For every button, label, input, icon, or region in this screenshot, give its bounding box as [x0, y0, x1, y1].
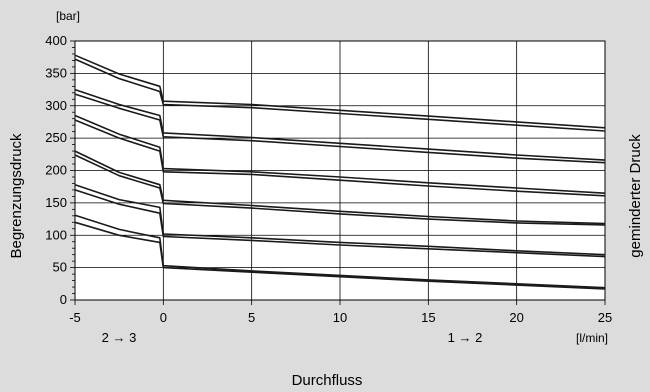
x-tick-label: -5: [69, 310, 81, 325]
series-line: [74, 88, 606, 161]
series-line: [74, 150, 606, 225]
x-tick-label: 10: [333, 310, 347, 325]
x-tick-label: 25: [598, 310, 612, 325]
y-tick-label: 400: [45, 33, 67, 48]
series-line: [74, 119, 606, 197]
y-tick-label: 300: [45, 98, 67, 113]
series-line: [74, 114, 606, 194]
y-tick-label: 350: [45, 65, 67, 80]
x-tick-label: 15: [421, 310, 435, 325]
series-layer: [74, 54, 606, 290]
series-line: [74, 58, 606, 132]
x-tick-label: 0: [160, 310, 167, 325]
series-line: [74, 221, 606, 290]
y-tick-label: 150: [45, 195, 67, 210]
right-axis-title: geminderter Druck: [627, 134, 644, 258]
y-tick-label: 50: [53, 260, 67, 275]
series-line: [74, 183, 606, 256]
x-tick-label: 20: [509, 310, 523, 325]
y-tick-label: 0: [60, 292, 67, 307]
series-line: [74, 93, 606, 164]
x-tick-label: 5: [248, 310, 255, 325]
series-line: [74, 189, 606, 258]
series-line: [74, 154, 606, 226]
x-axis-title: Durchfluss: [292, 372, 363, 389]
series-line: [74, 54, 606, 129]
y-unit-label: [bar]: [56, 9, 80, 23]
y-tick-label: 250: [45, 130, 67, 145]
y-tick-label: 100: [45, 227, 67, 242]
x-unit-label: [l/min]: [576, 331, 608, 345]
series-line: [74, 214, 606, 289]
annotation-2-3: 2 → 3: [102, 330, 137, 345]
annotation-1-2: 1 → 2: [448, 330, 483, 345]
y-axis-title: Begrenzungsdruck: [8, 133, 25, 259]
y-tick-label: 200: [45, 163, 67, 178]
